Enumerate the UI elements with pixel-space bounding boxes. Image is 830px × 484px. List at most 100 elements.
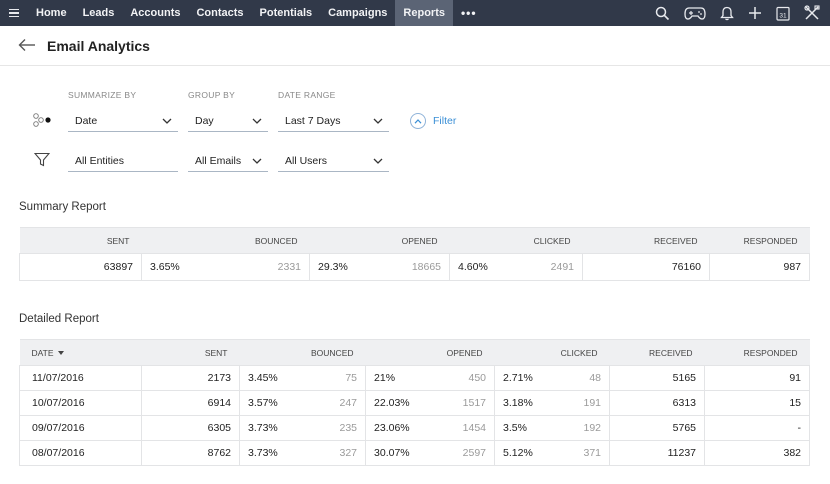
summarize-by-select[interactable]: Date	[68, 110, 178, 132]
summary-responded: 987	[709, 253, 811, 281]
summary-table: SENT BOUNCED OPENED CLICKED RECEIVED RES…	[19, 227, 811, 281]
plus-icon[interactable]	[748, 6, 762, 20]
detailed-header-sent[interactable]: SENT	[141, 339, 240, 366]
detailed-report-title: Detailed Report	[19, 313, 99, 325]
summary-opened-pct: 29.3%	[309, 253, 375, 281]
gamepad-icon[interactable]	[684, 6, 706, 21]
users-value: All Users	[285, 154, 328, 167]
row-opened-count: 1517	[434, 390, 496, 416]
summary-header-row: SENT BOUNCED OPENED CLICKED RECEIVED RES…	[19, 227, 810, 254]
summary-header-opened[interactable]: OPENED	[309, 227, 450, 254]
row-sent: 6914	[141, 390, 240, 416]
emails-value: All Emails	[195, 154, 242, 167]
row-opened-pct: 30.07%	[365, 440, 435, 466]
row-date: 09/07/2016	[19, 415, 142, 441]
group-by-select[interactable]: Day	[188, 110, 268, 132]
entities-select[interactable]: All Entities	[68, 150, 178, 172]
summary-header-sent[interactable]: SENT	[19, 227, 142, 254]
summary-header-clicked[interactable]: CLICKED	[449, 227, 583, 254]
detailed-header-date[interactable]: DATE	[19, 339, 142, 366]
summary-received: 76160	[582, 253, 711, 281]
row-sent: 6305	[141, 415, 240, 441]
row-clicked-pct: 3.5%	[494, 415, 562, 441]
row-clicked-pct: 2.71%	[494, 365, 562, 391]
row-date: 10/07/2016	[19, 390, 142, 416]
row-responded: 382	[704, 440, 811, 466]
nav-item-reports[interactable]: Reports	[395, 0, 453, 26]
row-responded: 15	[704, 390, 811, 416]
row-bounced-count: 235	[307, 415, 367, 441]
sort-desc-icon	[57, 351, 64, 356]
table-row: 09/07/2016 6305 3.73% 235 23.06% 1454 3.…	[19, 415, 811, 441]
date-range-select[interactable]: Last 7 Days	[278, 110, 389, 132]
detailed-header-responded[interactable]: RESPONDED	[704, 339, 810, 366]
filter-toggle[interactable]: Filter	[410, 113, 456, 129]
row-date: 08/07/2016	[19, 440, 142, 466]
row-bounced-pct: 3.73%	[239, 415, 308, 441]
row-bounced-count: 75	[307, 365, 367, 391]
row-responded: -	[704, 415, 811, 441]
row-responded: 91	[704, 365, 811, 391]
back-arrow-icon[interactable]	[18, 38, 36, 52]
row-sent: 2173	[141, 365, 240, 391]
summary-clicked-pct: 4.60%	[449, 253, 515, 281]
detailed-header-row: DATE SENT BOUNCED OPENED CLICKED RECEIVE…	[19, 339, 810, 366]
summary-clicked-count: 2491	[514, 253, 584, 281]
row-bounced-pct: 3.57%	[239, 390, 308, 416]
detailed-header-opened[interactable]: OPENED	[365, 339, 495, 366]
nav-item-home[interactable]: Home	[36, 7, 67, 19]
search-icon[interactable]	[655, 6, 670, 21]
chevron-down-icon	[162, 118, 172, 124]
nav-item-leads[interactable]: Leads	[82, 7, 115, 19]
date-header-label: DATE	[31, 347, 54, 358]
nav-item-campaigns[interactable]: Campaigns	[328, 7, 388, 19]
detailed-header-bounced[interactable]: BOUNCED	[239, 339, 366, 366]
hamburger-menu-icon[interactable]	[0, 0, 28, 26]
summary-bounced-pct: 3.65%	[141, 253, 217, 281]
chevron-down-icon	[252, 118, 262, 124]
filter-link-label: Filter	[433, 115, 457, 127]
row-opened-count: 2597	[434, 440, 496, 466]
summary-header-responded[interactable]: RESPONDED	[709, 227, 810, 254]
nav-item-potentials[interactable]: Potentials	[259, 7, 313, 19]
tools-icon[interactable]	[804, 5, 820, 21]
summary-bounced-count: 2331	[216, 253, 311, 281]
group-by-value: Day	[195, 114, 214, 127]
summarize-icon	[33, 113, 51, 127]
users-select[interactable]: All Users	[278, 150, 389, 172]
entities-value: All Entities	[75, 154, 125, 167]
row-bounced-pct: 3.73%	[239, 440, 308, 466]
table-row: 11/07/2016 2173 3.45% 75 21% 450 2.71% 4…	[19, 365, 811, 391]
row-received: 5165	[609, 365, 706, 391]
page-header: Email Analytics	[0, 26, 830, 66]
summary-header-received[interactable]: RECEIVED	[582, 227, 710, 254]
row-bounced-count: 247	[307, 390, 367, 416]
row-clicked-count: 192	[561, 415, 611, 441]
emails-select[interactable]: All Emails	[188, 150, 268, 172]
summary-report-title: Summary Report	[19, 201, 106, 213]
row-date: 11/07/2016	[19, 365, 142, 391]
row-sent: 8762	[141, 440, 240, 466]
summary-opened-count: 18665	[374, 253, 451, 281]
detailed-header-received[interactable]: RECEIVED	[609, 339, 705, 366]
top-nav: Home Leads Accounts Contacts Potentials …	[0, 0, 830, 26]
summary-sent: 63897	[19, 253, 142, 281]
page-title: Email Analytics	[47, 38, 150, 54]
bell-icon[interactable]	[720, 6, 734, 21]
row-clicked-count: 48	[561, 365, 611, 391]
row-clicked-pct: 5.12%	[494, 440, 562, 466]
row-opened-pct: 22.03%	[365, 390, 435, 416]
row-opened-pct: 21%	[365, 365, 435, 391]
calendar-icon[interactable]: 31	[776, 6, 790, 21]
chevron-down-icon	[373, 158, 383, 164]
detailed-header-clicked[interactable]: CLICKED	[494, 339, 610, 366]
summary-row: 63897 3.65% 2331 29.3% 18665 4.60% 2491 …	[19, 253, 811, 281]
row-received: 5765	[609, 415, 706, 441]
row-clicked-pct: 3.18%	[494, 390, 562, 416]
nav-item-contacts[interactable]: Contacts	[196, 7, 244, 19]
nav-more-button[interactable]: •••	[460, 6, 477, 20]
group-by-label: GROUP BY	[188, 90, 236, 100]
summary-header-bounced[interactable]: BOUNCED	[141, 227, 310, 254]
nav-item-accounts[interactable]: Accounts	[130, 7, 181, 19]
row-opened-pct: 23.06%	[365, 415, 435, 441]
